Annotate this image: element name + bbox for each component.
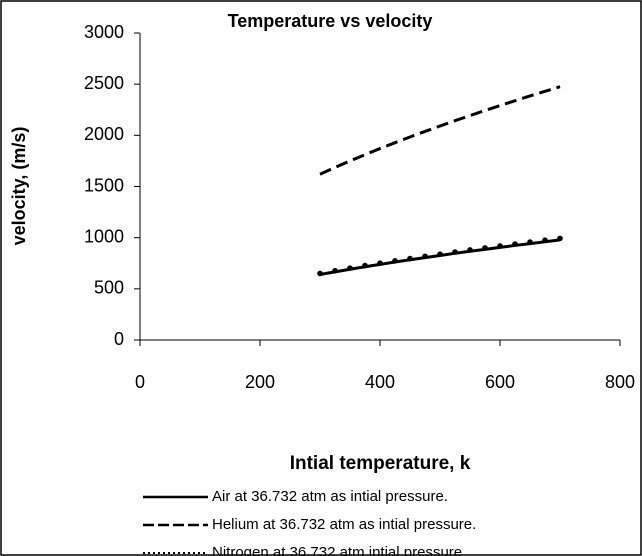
data-point xyxy=(377,260,383,266)
data-point xyxy=(467,247,473,253)
data-point xyxy=(332,267,338,274)
data-point xyxy=(347,265,353,271)
x-tick-label: 0 xyxy=(135,372,145,392)
legend-label: Nitrogen at 36.732 atm intial pressure xyxy=(212,544,462,556)
data-point xyxy=(392,257,398,264)
data-point xyxy=(497,243,503,249)
data-point xyxy=(452,249,458,255)
data-point xyxy=(527,239,533,245)
x-axis-label: Intial temperature, k xyxy=(290,453,471,474)
data-point xyxy=(542,237,548,244)
x-tick-label: 400 xyxy=(365,372,395,392)
data-point xyxy=(437,251,443,257)
data-point xyxy=(362,262,368,269)
chart-title: Temperature vs velocity xyxy=(228,11,433,31)
x-tick-label: 800 xyxy=(605,372,635,392)
data-point xyxy=(422,253,428,260)
y-tick-label: 2000 xyxy=(84,124,124,144)
data-point xyxy=(317,270,323,277)
x-tick-label: 600 xyxy=(485,372,515,392)
y-axis-label: velocity, (m/s) xyxy=(9,127,29,246)
data-point xyxy=(557,235,563,242)
series-line xyxy=(319,85,561,176)
y-tick-label: 0 xyxy=(114,329,124,349)
legend-label: Helium at 36.732 atm as intial pressure. xyxy=(212,516,476,533)
data-point xyxy=(407,255,413,262)
y-tick-label: 3000 xyxy=(84,22,124,42)
data-point xyxy=(512,241,518,247)
y-tick-label: 1000 xyxy=(84,226,124,246)
x-tick-label: 200 xyxy=(245,372,275,392)
data-point xyxy=(482,245,488,251)
y-tick-label: 500 xyxy=(94,278,124,298)
y-tick-label: 2500 xyxy=(84,73,124,93)
y-tick-label: 1500 xyxy=(84,175,124,195)
legend-label: Air at 36.732 atm as intial pressure. xyxy=(212,488,448,505)
